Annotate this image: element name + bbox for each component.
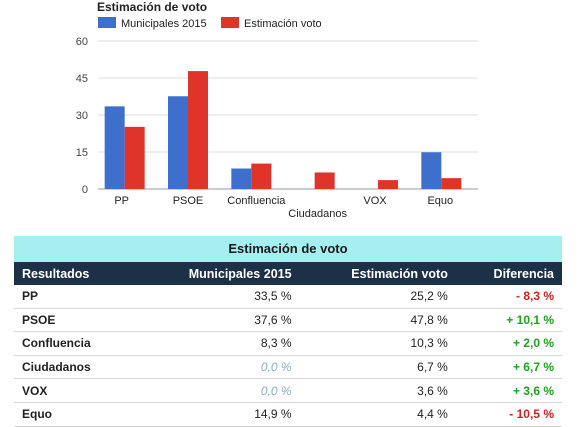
bar-municipales-2015 [231,168,252,189]
table-row: Equo 14,9 % 4,4 % - 10,5 % [14,402,562,427]
municipales-2015-cell: 14,9 % [134,402,300,427]
party-name-cell: Equo [14,402,135,427]
estimacion-voto-cell: 10,3 % [299,331,456,356]
bar-municipales-2015 [421,152,442,189]
legend-label: Municipales 2015 [121,18,207,30]
y-tick-label: 0 [82,184,88,196]
bar-estimacion-voto [188,71,208,189]
diferencia-cell: - 10,5 % [455,402,562,427]
header-municipales-2015: Municipales 2015 [134,262,300,285]
diferencia-cell: + 10,1 % [455,308,562,333]
x-tick-label: PSOE [173,195,204,207]
header-diferencia: Diferencia [455,262,562,285]
legend-swatch [221,17,239,28]
diferencia-cell: - 8,3 % [455,285,562,309]
estimacion-voto-cell: 4,4 % [299,402,456,427]
diferencia-cell: + 2,0 % [455,331,562,356]
header-estimacion-voto: Estimación voto [299,262,456,285]
bar-municipales-2015 [168,96,188,189]
x-tick-label: Ciudadanos [288,208,347,220]
table-body: PP 33,5 % 25,2 % - 8,3 % PSOE 37,6 % 47,8 % + 1… [14,285,562,427]
diferencia-cell: + 3,6 % [455,378,562,403]
legend-label: Estimación voto [244,18,322,30]
party-name-cell: Confluencia [14,331,135,356]
bar-chart: Estimación de voto Municipales 2015 Estima… [76,0,478,220]
table-row: PP 33,5 % 25,2 % - 8,3 % [14,285,562,309]
estimacion-voto-cell: 3,6 % [299,378,456,403]
y-tick-label: 60 [76,36,88,48]
header-resultados: Resultados [14,262,135,285]
x-tick-label: Equo [427,195,453,207]
legend-swatch [98,17,116,28]
diferencia-cell: + 6,7 % [455,355,562,380]
bar-estimacion-voto [124,126,145,189]
y-tick-label: 15 [76,147,88,159]
table-caption: Estimación de voto [14,236,562,262]
results-table-container: Estimación de voto Resultados Municipale… [14,236,562,427]
table-row: VOX 0,0 % 3,6 % + 3,6 % [14,378,562,403]
table-row: Ciudadanos 0,0 % 6,7 % + 6,7 % [14,355,562,380]
results-table: Resultados Municipales 2015 Estimación v… [14,262,562,427]
y-tick-label: 30 [76,110,88,122]
municipales-2015-cell: 8,3 % [134,331,300,356]
table-row: PSOE 37,6 % 47,8 % + 10,1 % [14,308,562,333]
y-tick-label: 45 [76,73,88,85]
estimacion-voto-cell: 25,2 % [299,285,456,309]
x-tick-label: VOX [363,195,387,207]
municipales-2015-cell: 0,0 % [134,355,300,380]
party-name-cell: PSOE [14,308,135,333]
estimacion-voto-cell: 6,7 % [299,355,456,380]
party-name-cell: VOX [14,378,135,403]
bar-municipales-2015 [104,106,125,189]
table-header-row: Resultados Municipales 2015 Estimación v… [14,262,562,285]
x-tick-label: PP [114,195,129,207]
bar-estimacion-voto [251,163,272,189]
party-name-cell: PP [14,285,135,309]
municipales-2015-cell: 37,6 % [134,308,300,333]
table-row: Confluencia 8,3 % 10,3 % + 2,0 % [14,331,562,356]
municipales-2015-cell: 33,5 % [134,285,300,309]
party-name-cell: Ciudadanos [14,355,135,380]
bar-estimacion-voto [314,172,335,189]
estimacion-voto-cell: 47,8 % [299,308,456,333]
chart-title: Estimación de voto [97,0,207,14]
bar-estimacion-voto [378,180,398,189]
x-tick-label: Confluencia [227,195,286,207]
bar-estimacion-voto [441,178,462,189]
municipales-2015-cell: 0,0 % [134,378,300,403]
